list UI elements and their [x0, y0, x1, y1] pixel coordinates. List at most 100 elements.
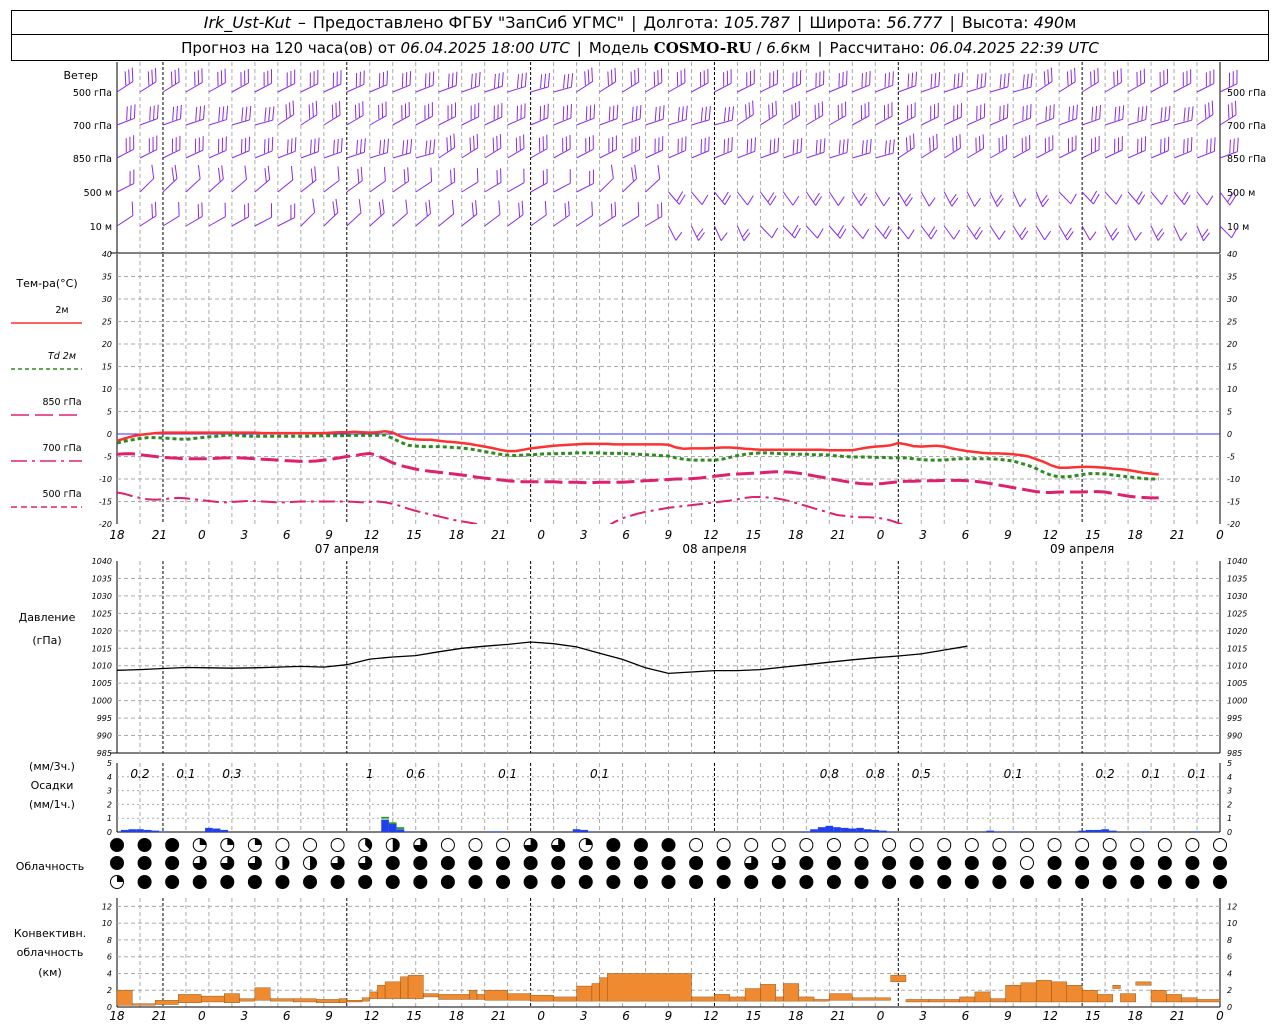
barb-feather: [432, 71, 435, 86]
wind-barb: [967, 72, 987, 93]
barb-feather: [425, 140, 428, 155]
wind-barb: [392, 138, 413, 159]
convective-bar: [744, 988, 761, 1002]
cloud-cover-icon: [330, 856, 345, 870]
wind-barb: [943, 225, 961, 240]
wind-barb: [415, 139, 436, 159]
barb-shaft: [438, 181, 456, 193]
cloud-cover-icon: [992, 875, 1007, 889]
hour-tick-mid: 12: [364, 528, 379, 542]
cloud-cover-icon: [358, 875, 373, 889]
barb-shaft: [254, 119, 273, 126]
barb-shaft: [1081, 81, 1099, 93]
wind-barb: [1127, 105, 1148, 126]
wind-barb: [1150, 68, 1169, 93]
cloud-fill: [827, 856, 841, 870]
barb-feather: [386, 138, 390, 153]
wind-barb: [231, 136, 251, 159]
barb-feather: [639, 104, 642, 119]
pres-tick-right: 1035: [1227, 574, 1247, 583]
barb-feather: [861, 140, 864, 155]
barb-feather: [264, 168, 267, 183]
barb-feather: [363, 138, 366, 153]
cloud-cover-icon: [661, 856, 676, 870]
barb-feather: [539, 74, 543, 89]
hour-tick-bottom: 0: [1216, 1009, 1224, 1023]
wind-barb: [783, 70, 802, 93]
precip-bar: [802, 831, 811, 832]
barb-shaft: [438, 116, 456, 126]
wind-barb: [576, 104, 596, 126]
cloud-cover-icon: [1019, 875, 1034, 889]
barb-shaft: [530, 214, 547, 227]
pres-tick-left: 1005: [92, 679, 112, 688]
convective-bar: [1081, 990, 1098, 1003]
barb-feather: [752, 100, 754, 115]
precip-bar: [396, 829, 405, 832]
barb-feather: [794, 227, 801, 239]
cloud-fill: [524, 856, 538, 870]
wind-barb: [828, 225, 847, 239]
barb-shaft: [760, 191, 771, 206]
barb-shaft: [806, 225, 818, 239]
title-bar: Irk_Ust-Kut – Предоставлено ФГБУ "ЗапСиб…: [11, 10, 1269, 35]
barb-feather: [128, 69, 130, 84]
hour-tick-mid: 21: [152, 528, 167, 542]
wind-barb: [415, 167, 433, 193]
barb-shaft: [1127, 149, 1146, 159]
barb-feather: [838, 140, 841, 155]
wind-barb: [1012, 225, 1029, 241]
barb-feather: [1007, 72, 1010, 87]
barb-feather: [612, 105, 615, 120]
barb-feather: [906, 197, 913, 207]
wind-barb: [852, 138, 872, 159]
barb-feather: [179, 104, 182, 119]
cloud-cover-icon: [551, 838, 566, 852]
convective-bar: [760, 984, 776, 1002]
barb-shaft: [852, 115, 870, 126]
barb-shaft: [828, 191, 839, 206]
cloud-cover-icon: [330, 875, 345, 889]
barb-feather: [383, 167, 386, 182]
precip-bar: [1193, 831, 1201, 832]
cloud-cover-icon: [1102, 875, 1117, 889]
precip-bar: [1139, 831, 1148, 832]
cloud-fill: [882, 875, 896, 889]
cloud-cover-icon: [1157, 838, 1172, 852]
barb-shaft: [461, 147, 478, 159]
barb-feather: [865, 72, 867, 87]
wind-barb: [966, 134, 985, 159]
cloud-sector: [282, 856, 289, 870]
barb-shaft: [691, 119, 710, 126]
barb-feather: [151, 164, 155, 179]
cloud-cover-icon: [551, 875, 566, 889]
barb-feather: [340, 137, 343, 152]
cloud-cover-icon: [137, 856, 152, 870]
wind-level-label-right: 500 гПа: [1227, 88, 1266, 99]
barb-feather: [1183, 195, 1191, 206]
barb-shaft: [989, 225, 1000, 240]
cloud-cover-icon: [137, 875, 152, 889]
cloud-cover-icon: [1019, 856, 1034, 870]
barb-feather: [980, 73, 983, 88]
barb-shaft: [231, 82, 249, 93]
wind-barb: [691, 105, 711, 126]
precip-bar: [1009, 831, 1018, 832]
cloud-fill: [689, 875, 703, 889]
wind-barb: [599, 67, 617, 93]
wind-barb: [921, 71, 941, 93]
wind-level-label-right: 700 гПа: [1227, 121, 1266, 132]
cloud-cover-icon: [330, 838, 345, 852]
wind-barb: [415, 199, 431, 227]
cloud-fill: [551, 875, 565, 889]
barb-feather: [676, 191, 684, 202]
barb-feather: [174, 164, 178, 179]
barb-feather: [837, 225, 844, 236]
date-label: 08 апреля: [682, 542, 746, 556]
barb-feather: [771, 227, 779, 239]
barb-feather: [614, 201, 617, 216]
barb-shaft: [116, 148, 134, 159]
wind-level-label: 500 м: [84, 188, 112, 199]
wind-barb: [254, 69, 273, 93]
precip-bar: [488, 831, 497, 832]
